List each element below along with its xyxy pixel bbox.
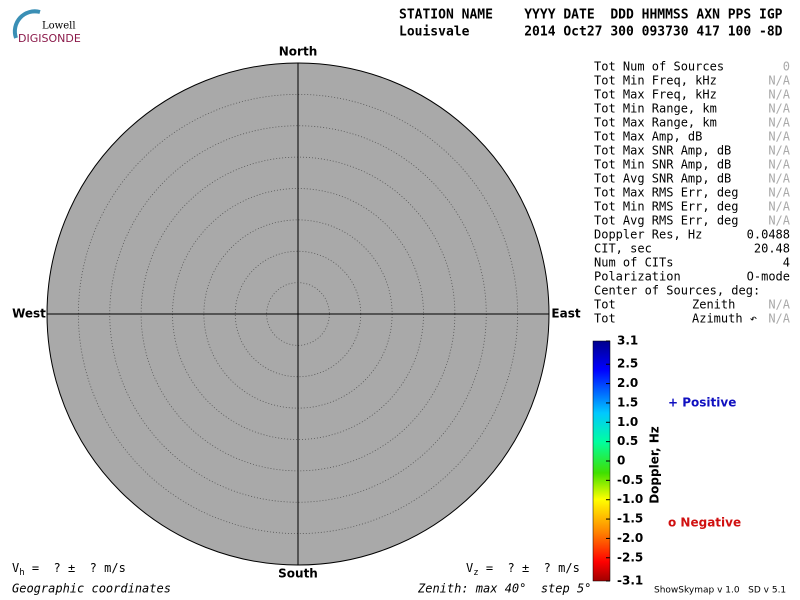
vz-sub: z [473,568,478,578]
vh-sub: h [19,568,24,578]
colorbar-tick-label: 3.1 [617,334,638,348]
colorbar-tick-label: 2.0 [617,376,638,390]
vh: Vh = ? ± ? m/s [12,561,126,578]
version: ShowSkymap v 1.0 SD v 5.1 [654,586,786,596]
header-line: STATION NAME YYYY DATE DDD HHMMSS AXN PP… [399,8,783,23]
vz-symbol: V [466,561,473,575]
logo-bottom: DIGISONDE [18,32,81,45]
colorbar-tick-label: -0.5 [617,473,643,487]
colorbar-tick-label: 0.5 [617,434,638,448]
stat-label: Tot Min Freq, kHz [594,74,717,88]
stat-value: N/A [768,102,790,116]
west-label: West [12,307,46,321]
stat-label: Tot Avg SNR Amp, dB [594,172,731,186]
stat-value: 4 [783,256,790,270]
stat-label: Tot Max Freq, kHz [594,88,717,102]
vh-symbol: V [12,561,19,575]
vh-text: = ? ± ? m/s [25,561,126,575]
stat-value: N/A [768,88,790,102]
stat-value: N/A [768,214,790,228]
colorbar-tick-label: -2.5 [617,550,643,564]
colorbar-tick-label: -3.1 [617,574,643,588]
vz-text: = ? ± ? m/s [479,561,580,575]
colorbar-tick-label: -1.5 [617,512,643,526]
colorbar-tick-label: 1.0 [617,415,638,429]
stat-label: Tot Max SNR Amp, dB [594,144,731,158]
coordinates-label: Geographic coordinates [12,582,171,596]
stat-label: Doppler Res, Hz [594,228,702,242]
stat-value: N/A [768,74,790,88]
stat-value: 20.48 [754,242,790,256]
stat-value: N/A [768,172,790,186]
center-value: N/A [768,312,790,326]
zenith-label: Zenith: max 40° step 5° [417,582,591,596]
negative-legend: o Negative [668,516,741,530]
stat-value: N/A [768,144,790,158]
stat-label: Tot Min RMS Err, deg [594,200,739,214]
stat-value: N/A [768,186,790,200]
stat-label: Polarization [594,270,681,284]
stat-value: N/A [768,116,790,130]
east-label: East [551,307,580,321]
logo-top: Lowell [42,21,76,32]
center-title: Center of Sources, deg: [594,284,760,298]
stat-value: 0 [783,60,790,74]
colorbar-tick-label: 2.5 [617,357,638,371]
stat-value: N/A [768,158,790,172]
colorbar-label: Doppler, Hz [648,426,662,504]
stat-label: Tot Max Range, km [594,116,717,130]
header-line: Louisvale 2014 Oct27 300 093730 417 100 … [399,25,783,40]
colorbar-tick-label: 0 [617,454,625,468]
stat-label: Tot Min SNR Amp, dB [594,158,731,172]
stat-value: O-mode [747,270,790,284]
vz: Vz = ? ± ? m/s [466,561,580,578]
center-value: N/A [768,298,790,312]
center-label: Tot [594,298,616,312]
stat-label: Num of CITs [594,256,673,270]
colorbar-tick-label: 1.5 [617,395,638,409]
stat-label: Tot Avg RMS Err, deg [594,214,739,228]
stat-label: Tot Num of Sources [594,60,724,74]
stat-label: Tot Min Range, km [594,102,717,116]
colorbar-tick-label: -2.0 [617,531,643,545]
colorbar-tick-label: -1.0 [617,492,643,506]
positive-legend: + Positive [668,396,736,410]
south-label: South [278,567,318,581]
logo-swoosh [12,9,41,39]
north-label: North [279,45,317,59]
stat-label: Tot Max RMS Err, deg [594,186,739,200]
stat-label: CIT, sec [594,242,652,256]
stat-value: N/A [768,130,790,144]
stat-label: Tot Max Amp, dB [594,130,702,144]
logo: Lowell DIGISONDE [12,9,81,45]
center-sub: Azimuth ↶ [692,312,757,326]
center-label: Tot [594,312,616,326]
stat-value: 0.0488 [747,228,790,242]
stat-value: N/A [768,200,790,214]
skymap [46,62,550,566]
center-sub: Zenith [692,298,735,312]
